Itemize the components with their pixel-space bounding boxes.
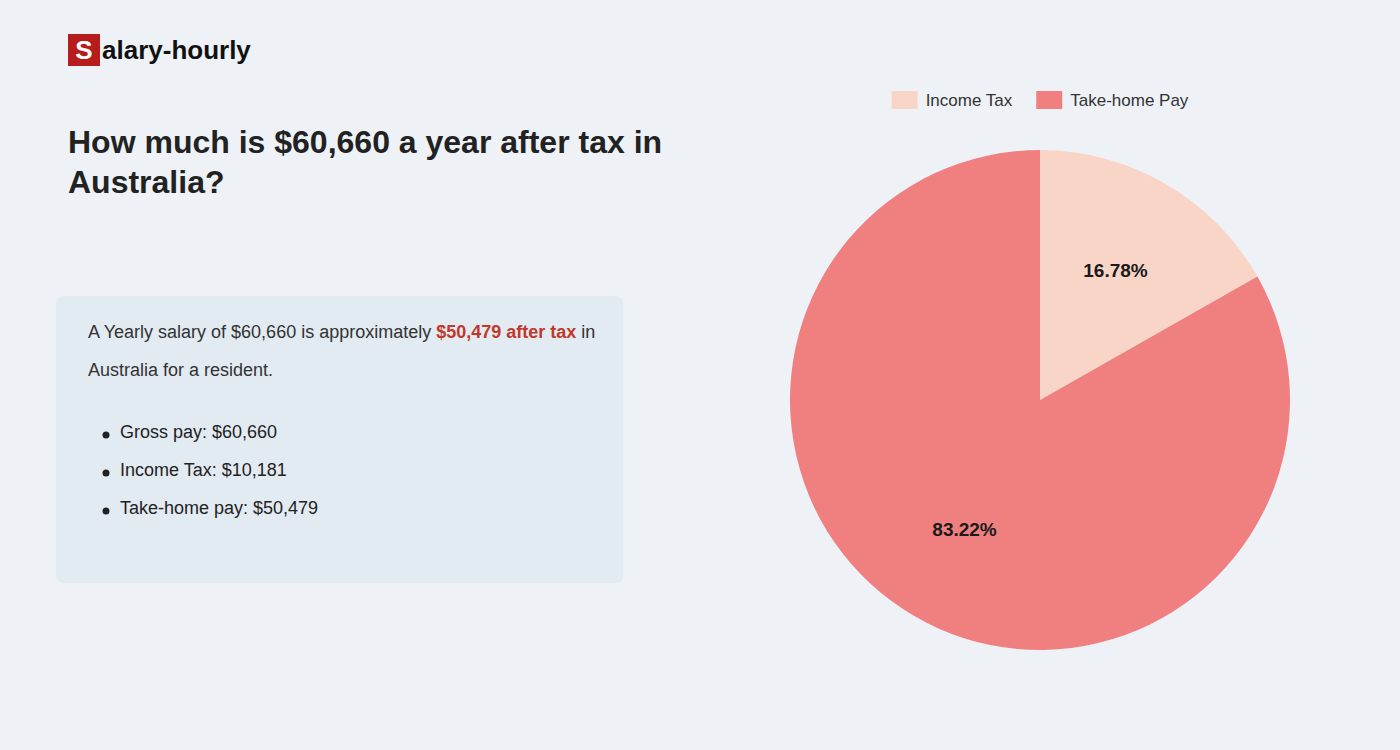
legend-swatch: [1036, 91, 1062, 109]
logo-text: alary-hourly: [102, 35, 251, 65]
data-labels: 16.78% 83.22%: [932, 260, 1147, 540]
bullet-dot: [103, 470, 110, 477]
body-highlight: $50,479 after tax: [436, 322, 576, 342]
data-label: 16.78%: [1083, 260, 1148, 281]
legend-label: Income Tax: [926, 91, 1013, 110]
legend-item: Income Tax: [892, 91, 1013, 110]
heading: Australia?: [68, 164, 224, 200]
logo: Salary-hourly: [68, 34, 251, 66]
logo-box: [68, 34, 100, 66]
body-text: A Yearly salary of $60,660 is approximat…: [88, 322, 595, 342]
bullet-text: Income Tax: $10,181: [120, 460, 287, 480]
bullet-text: Take-home pay: $50,479: [120, 498, 318, 518]
legend-label: Take-home Pay: [1070, 91, 1189, 110]
bullet-dot: [103, 508, 110, 515]
body-text: Australia for a resident.: [88, 360, 273, 380]
info-box: A Yearly salary of $60,660 is approximat…: [56, 296, 623, 583]
body-part: in: [576, 322, 595, 342]
logo-mark: S: [75, 35, 92, 65]
data-label: 83.22%: [932, 519, 997, 540]
body-part: Australia for a resident.: [88, 360, 273, 380]
canvas: Salary-hourly How much is $60,660 a year …: [0, 0, 1400, 750]
background: [0, 0, 1400, 750]
info-box-bg: [56, 296, 623, 583]
legend-swatch: [892, 91, 918, 109]
bullet-dot: [103, 432, 110, 439]
bullet-text: Gross pay: $60,660: [120, 422, 277, 442]
legend-item: Take-home Pay: [1036, 91, 1189, 110]
pie: [790, 150, 1290, 650]
pie-slice: [790, 150, 1290, 650]
heading: How much is $60,660 a year after tax in: [68, 124, 662, 160]
body-part: A Yearly salary of $60,660 is approximat…: [88, 322, 436, 342]
legend: Income Tax Take-home Pay: [892, 91, 1189, 110]
